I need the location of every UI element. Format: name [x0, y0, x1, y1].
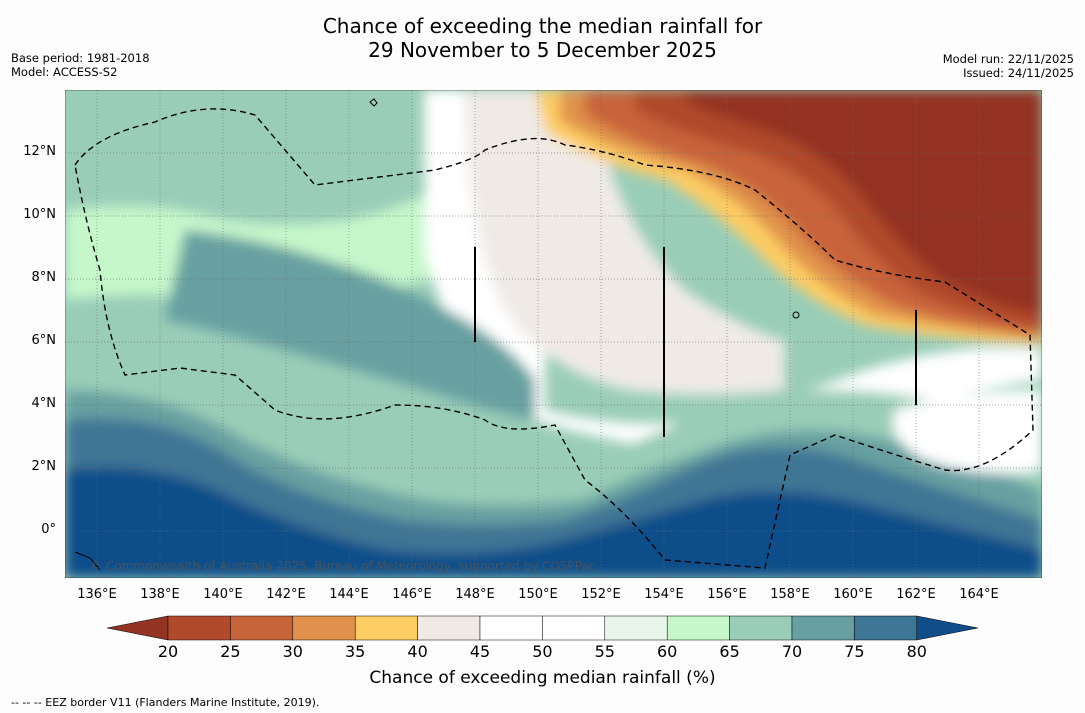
zone-below-20	[685, 90, 1042, 315]
colorbar-tick-label: 45	[469, 642, 491, 661]
zone-70-75-mid	[165, 230, 535, 420]
zone-45-50	[465, 90, 785, 395]
lon-label: 144°E	[329, 587, 369, 602]
colorbar-segment	[542, 615, 606, 641]
colorbar-segment	[604, 615, 668, 641]
lon-label: 150°E	[518, 587, 558, 602]
lon-label: 160°E	[833, 587, 873, 602]
model-info: Base period: 1981-2018 Model: ACCESS-S2	[11, 51, 150, 79]
lat-label: 6°N	[31, 333, 57, 348]
colorbar-tick-label: 20	[157, 642, 179, 661]
lat-label: 0°	[41, 522, 56, 537]
chart-title: Chance of exceeding the median rainfall …	[0, 14, 1085, 62]
eez-border	[74, 108, 1034, 569]
lon-label: 136°E	[77, 587, 117, 602]
colorbar-tick-label: 30	[282, 642, 303, 661]
colorbar-extend-low	[106, 615, 169, 641]
colorbar-segment	[854, 615, 918, 641]
copyright-text: © Commonwealth of Australia 2025, Bureau…	[90, 559, 596, 573]
lat-label: 10°N	[23, 207, 56, 222]
lon-label: 154°E	[644, 587, 684, 602]
colorbar-segment	[666, 615, 730, 641]
title-line-2: 29 November to 5 December 2025	[368, 38, 717, 62]
lat-label: 12°N	[23, 144, 56, 159]
lon-label: 162°E	[896, 587, 936, 602]
rainfall-map	[65, 90, 1042, 578]
colorbar-extend-high	[916, 615, 979, 641]
run-info: Model run: 22/11/2025 Issued: 24/11/2025	[943, 52, 1074, 80]
colorbar-segment	[230, 615, 294, 641]
lon-label: 138°E	[140, 587, 180, 602]
issued-date: Issued: 24/11/2025	[963, 66, 1074, 80]
lon-label: 152°E	[581, 587, 621, 602]
colorbar-segment	[479, 615, 543, 641]
colorbar-segment	[417, 615, 481, 641]
colorbar-segment	[167, 615, 231, 641]
colorbar-title: Chance of exceeding median rainfall (%)	[369, 668, 716, 688]
colorbar-tick-label: 80	[906, 642, 927, 661]
lon-label: 164°E	[959, 587, 999, 602]
colorbar-tick-label: 75	[844, 642, 865, 661]
colorbar-tick-label: 35	[345, 642, 366, 661]
lat-label: 2°N	[31, 459, 57, 474]
colorbar-tick-label: 50	[532, 642, 553, 661]
colorbar-segment	[354, 615, 418, 641]
zone-65-70-north	[65, 90, 535, 210]
colorbar-tick-label: 70	[781, 642, 803, 661]
colorbar	[106, 615, 979, 641]
lon-label: 148°E	[455, 587, 495, 602]
lon-label: 142°E	[266, 587, 306, 602]
colorbar-tick-label: 25	[220, 642, 241, 661]
colorbar-segment	[292, 615, 356, 641]
title-line-1: Chance of exceeding the median rainfall …	[322, 14, 763, 38]
colorbar-tick-label: 55	[594, 642, 615, 661]
colorbar-tick-label: 40	[407, 642, 428, 661]
model-name: Model: ACCESS-S2	[11, 65, 118, 79]
model-run: Model run: 22/11/2025	[942, 52, 1074, 66]
colorbar-segment	[791, 615, 855, 641]
map-gridlines	[65, 90, 1042, 578]
lon-label: 146°E	[392, 587, 432, 602]
colorbar-segment	[729, 615, 793, 641]
zone-above-80	[65, 467, 1042, 578]
colorbar-tick-label: 65	[719, 642, 740, 661]
lon-label: 140°E	[203, 587, 243, 602]
lon-label: 156°E	[707, 587, 747, 602]
eez-footnote: -- -- -- EEZ border V11 (Flanders Marine…	[11, 696, 320, 709]
lat-label: 4°N	[31, 396, 57, 411]
lon-label: 158°E	[770, 587, 810, 602]
colorbar-tick-label: 60	[657, 642, 678, 661]
lat-label: 8°N	[31, 270, 57, 285]
base-period: Base period: 1981-2018	[11, 51, 150, 65]
islands	[74, 98, 800, 571]
